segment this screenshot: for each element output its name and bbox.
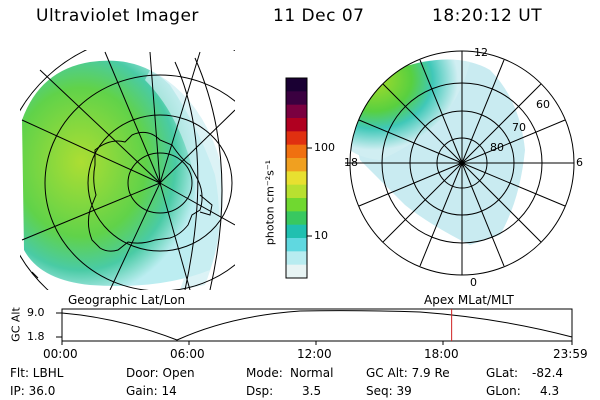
colorbar-band [286, 198, 307, 212]
mode-value: Normal [290, 366, 334, 380]
altitude-curve [61, 310, 573, 341]
antarctica-coastline [87, 131, 203, 252]
colorbar-band [286, 184, 307, 199]
colorbar-band [286, 224, 307, 239]
apex-polar-plot [345, 50, 575, 276]
date-label: 11 Dec 07 [273, 6, 365, 26]
mlt-label-18: 18 [344, 156, 358, 169]
altitude-ytick-low: 1.8 [27, 330, 45, 343]
geo-aurora-image [22, 60, 219, 286]
mlat-label-80: 80 [490, 141, 504, 154]
glat-value: -82.4 [532, 366, 564, 380]
colorbar-band [286, 91, 307, 106]
glon-label: GLon: [486, 384, 521, 398]
colorbar-band [286, 211, 307, 226]
colorbar-band [286, 251, 307, 266]
seq-value: Seq: 39 [366, 384, 412, 398]
filter-value: Flt: LBHL [10, 366, 64, 380]
altitude-ytick-high: 9.0 [27, 306, 45, 319]
geo-panel-label: Geographic Lat/Lon [68, 293, 186, 307]
colorbar-band [286, 171, 307, 186]
altitude-xtick-1: 06:00 [170, 347, 205, 361]
altitude-ylabel: GC Alt [9, 307, 23, 342]
header: Ultraviolet Imager 11 Dec 07 18:20:12 UT [0, 6, 600, 32]
dsp-label: Dsp: [246, 384, 274, 398]
colorbar-band [286, 238, 307, 252]
glon-value: 4.3 [540, 384, 560, 398]
gain-value: Gain: 14 [126, 384, 177, 398]
door-value: Door: Open [126, 366, 195, 380]
altitude-xtick-0: 00:00 [43, 347, 78, 361]
time-label: 18:20:12 UT [432, 6, 543, 26]
altitude-chart [56, 308, 573, 345]
mlt-label-6: 6 [576, 156, 583, 169]
colorbar-band [286, 264, 307, 279]
gc-alt-value: GC Alt: 7.9 Re [366, 366, 450, 380]
colorbar-band [286, 144, 307, 159]
colorbar-band [286, 118, 307, 132]
colorbar-unit-label: photon cm⁻²s⁻¹ [263, 159, 277, 246]
colorbar-band [286, 104, 307, 119]
instrument-title: Ultraviolet Imager [36, 6, 199, 26]
geographic-map [20, 50, 235, 290]
apex-panel-label: Apex MLat/MLT [424, 293, 514, 307]
altitude-xtick-3: 18:00 [424, 347, 459, 361]
colorbar [285, 77, 312, 279]
mlt-label-12: 12 [474, 46, 488, 59]
dsp-value: 3.5 [302, 384, 322, 398]
colorbar-tick-100: 100 [314, 141, 335, 154]
mlat-label-60: 60 [536, 98, 550, 111]
colorbar-band [286, 78, 307, 92]
ip-value: IP: 36.0 [10, 384, 56, 398]
geo-faint-fringe [145, 70, 223, 290]
glat-label: GLat: [486, 366, 519, 380]
colorbar-tick-10: 10 [314, 229, 328, 242]
mlt-label-0: 0 [470, 276, 477, 289]
mode-label: Mode: [246, 366, 283, 380]
altitude-xtick-4: 23:59 [553, 347, 588, 361]
altitude-xtick-2: 12:00 [297, 347, 332, 361]
colorbar-band [286, 131, 307, 146]
mlat-label-70: 70 [512, 121, 526, 134]
colorbar-band [286, 158, 307, 172]
